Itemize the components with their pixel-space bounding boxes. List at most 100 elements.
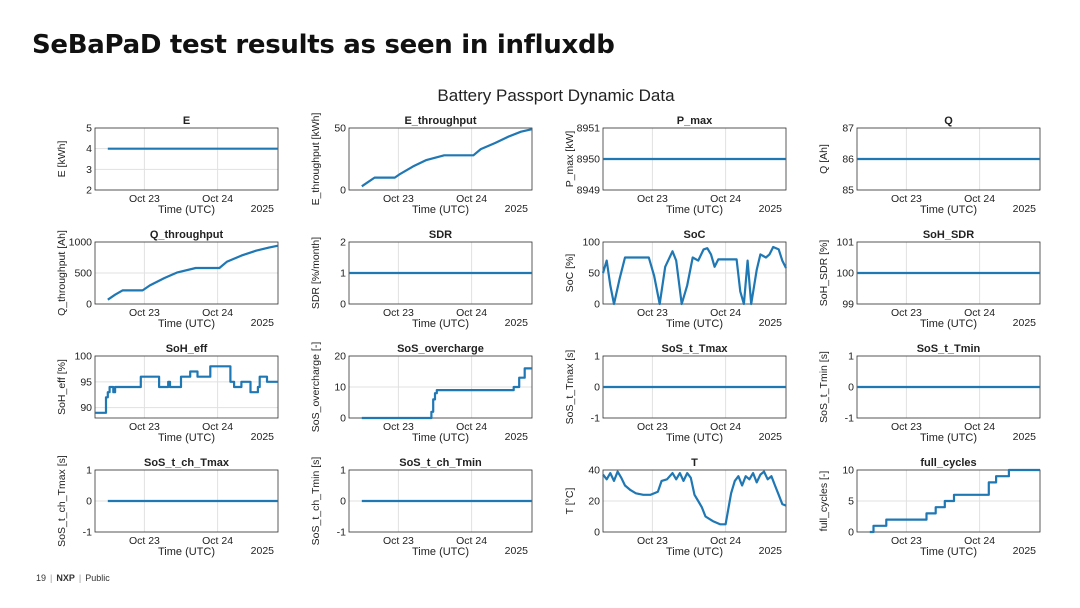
y-axis-label: P_max [kW] [564,131,576,188]
y-tick-label: 1000 [69,237,93,249]
y-tick-label: -1 [337,527,346,539]
series-line [107,244,279,301]
x-axis-label: Time (UTC) [412,432,469,444]
axes-box [94,127,279,191]
x-axis-label: Time (UTC) [412,546,469,558]
y-tick-label: 5 [86,123,92,135]
x-tick-label: Oct 23 [891,421,922,433]
x-tick-label: Oct 24 [202,421,233,433]
x-tick-label: Oct 23 [129,421,160,433]
y-axis-label: Q [Ah] [818,144,830,174]
panel-sos-t-tmin: -1 0 1 Oct 23 Oct 24 2025 Time (UTC) SoS_t_Tmin… [818,343,1041,444]
x-tick-label: Oct 24 [202,535,233,547]
x-tick-label: Oct 23 [637,421,668,433]
series-line [361,367,532,420]
x-year-label: 2025 [1013,203,1037,215]
panel-title: SoC [684,229,706,241]
x-axis-label: Time (UTC) [158,318,215,330]
axes-box [856,469,1041,533]
x-tick-label: Oct 24 [710,193,741,205]
y-tick-label: 2 [340,237,346,249]
y-tick-label: 3 [86,164,92,176]
panel-sos-t-ch-tmax: -1 0 1 Oct 23 Oct 24 2025 Time (UTC) SoS_t_ch_T… [56,455,279,558]
panel-title: E [183,115,190,127]
y-tick-label: 10 [334,382,346,394]
y-tick-label: 1 [594,351,600,363]
y-tick-label: 85 [842,185,854,197]
x-tick-label: Oct 23 [129,307,160,319]
y-tick-label: 100 [74,351,92,363]
panel-soc: 0 50 100 Oct 23 Oct 24 2025 Time (UTC) SoC SoC [… [564,229,787,330]
x-tick-label: Oct 24 [456,421,487,433]
x-axis-label: Time (UTC) [666,546,723,558]
y-tick-label: 1 [340,465,346,477]
x-tick-label: Oct 24 [202,307,233,319]
y-tick-label: 20 [588,496,600,508]
panel-title: P_max [677,115,713,127]
y-axis-label: SDR [%/month] [310,237,322,309]
x-axis-label: Time (UTC) [920,318,977,330]
panel-q: 85 86 87 Oct 23 Oct 24 2025 Time (UTC) Q Q [Ah] [818,115,1041,216]
x-axis-label: Time (UTC) [666,432,723,444]
x-tick-label: Oct 24 [710,421,741,433]
panel-sos-t-tmax: -1 0 1 Oct 23 Oct 24 2025 Time (UTC) SoS_t_Tmax… [564,343,787,444]
panel-title: SoS_t_Tmax [661,343,728,355]
y-tick-label: 0 [594,299,600,311]
x-axis-label: Time (UTC) [920,204,977,216]
y-tick-label: 0 [594,527,600,539]
x-axis-label: Time (UTC) [158,432,215,444]
series-line [601,245,787,306]
x-tick-label: Oct 23 [383,307,414,319]
x-tick-label: Oct 24 [710,535,741,547]
y-axis-label: E [kWh] [56,141,68,178]
axes-box [94,355,279,419]
x-axis-label: Time (UTC) [666,204,723,216]
x-axis-label: Time (UTC) [158,204,215,216]
x-year-label: 2025 [1013,431,1037,443]
y-tick-label: 8950 [577,154,601,166]
y-tick-label: 10 [842,465,854,477]
panel-title: SoS_t_ch_Tmax [144,457,230,469]
x-axis-label: Time (UTC) [666,318,723,330]
axes-box [602,469,787,533]
y-tick-label: 0 [594,382,600,394]
x-year-label: 2025 [759,431,783,443]
y-tick-label: 0 [340,299,346,311]
y-tick-label: 101 [836,237,854,249]
y-tick-label: 1 [340,268,346,280]
y-axis-label: SoS_t_Tmax [s] [564,350,576,425]
x-tick-label: Oct 23 [891,307,922,319]
x-year-label: 2025 [759,317,783,329]
y-tick-label: 50 [334,123,346,135]
y-tick-label: 0 [86,299,92,311]
y-axis-label: SoH_eff [%] [56,359,68,415]
y-tick-label: 1 [848,351,854,363]
y-axis-label: SoS_overcharge [-] [310,342,322,433]
classification-label: Public [85,573,110,583]
x-tick-label: Oct 23 [637,535,668,547]
y-tick-label: 8949 [577,185,601,197]
panel-title: Q_throughput [150,229,224,241]
x-tick-label: Oct 24 [964,535,995,547]
x-tick-label: Oct 24 [964,307,995,319]
y-tick-label: -1 [83,527,92,539]
panel-title: SoS_t_Tmin [917,343,981,355]
x-axis-label: Time (UTC) [920,432,977,444]
x-tick-label: Oct 24 [456,307,487,319]
y-axis-label: Q_throughput [Ah] [56,230,68,316]
y-tick-label: 95 [80,376,92,388]
x-tick-label: Oct 23 [891,535,922,547]
x-year-label: 2025 [251,203,275,215]
x-year-label: 2025 [505,203,529,215]
panel-sos-t-ch-tmin: -1 0 1 Oct 23 Oct 24 2025 Time (UTC) SoS_t_ch_T… [310,457,533,558]
y-tick-label: 2 [86,185,92,197]
x-axis-label: Time (UTC) [920,546,977,558]
footer-brand: NXP [56,573,75,583]
series-line [602,470,787,526]
panel-sdr: 0 1 2 Oct 23 Oct 24 2025 Time (UTC) SDR SDR [%/m… [310,229,533,330]
y-tick-label: 1 [86,465,92,477]
x-tick-label: Oct 23 [637,193,668,205]
panel-title: Q [944,115,953,127]
panel-p-max: 8949 8950 8951 Oct 23 Oct 24 2025 Time (UTC) P_… [564,115,787,216]
